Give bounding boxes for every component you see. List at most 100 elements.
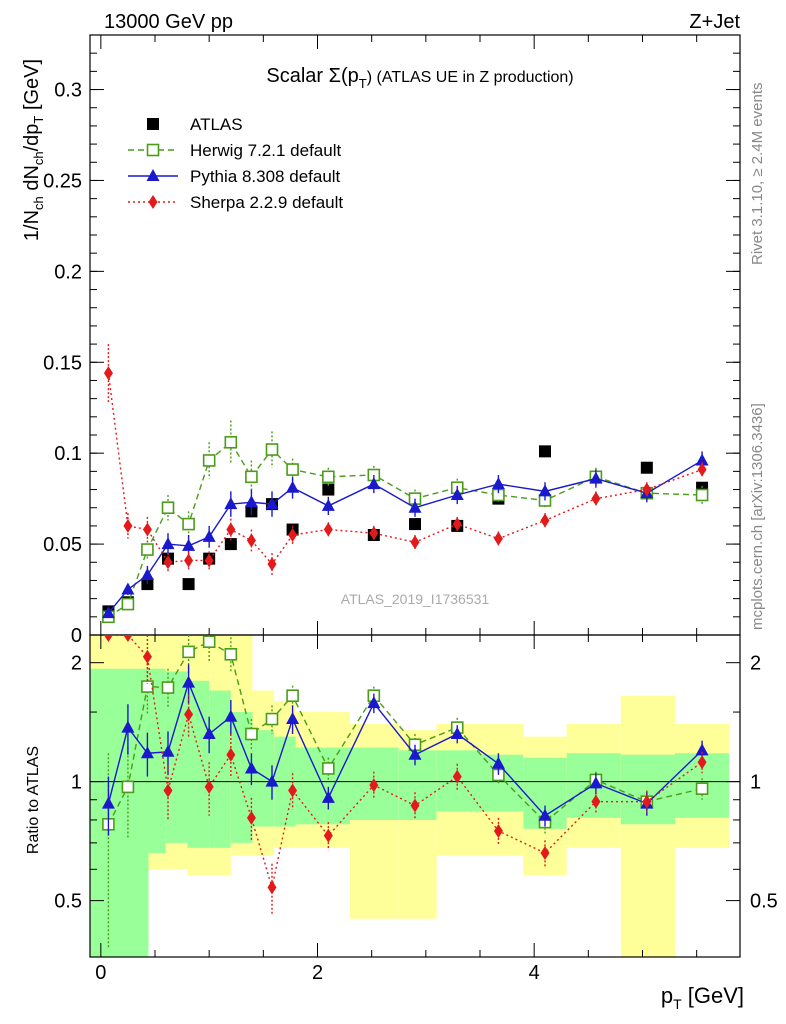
sherpa-point: [323, 522, 333, 537]
ratio-sherpa-point: [123, 635, 133, 642]
ratio-axes: 0 2 4 0.5 0.5 1 1 2 2: [54, 634, 778, 984]
legend-entry: Sherpa 2.2.9 default: [128, 193, 343, 212]
ratio-pythia-point: [182, 675, 196, 688]
legend-entry: ATLAS: [147, 115, 243, 134]
ratio-pythia-point: [140, 746, 154, 759]
sherpa-point: [123, 518, 133, 533]
y-tick-label: 0.05: [43, 534, 82, 556]
ratio-band-inner: [165, 671, 188, 843]
pythia-point: [321, 498, 335, 511]
ratio-sherpa-point: [163, 783, 173, 798]
ratio-pythia-point: [161, 744, 175, 757]
ratio-pythia-point: [224, 709, 238, 722]
ratio-band-inner: [209, 690, 231, 848]
ratio-y-tick-label-right: 2: [750, 653, 761, 675]
ratio-herwig-point: [322, 762, 335, 775]
pythia-point: [589, 471, 603, 484]
herwig-point: [141, 543, 154, 556]
pythia-point: [450, 488, 464, 500]
atlas-point: [640, 461, 653, 474]
herwig-point: [265, 443, 279, 456]
sherpa-series: [103, 344, 707, 575]
sherpa-point: [163, 555, 173, 570]
pythia-point: [101, 606, 115, 619]
y-tick-label: 0.3: [54, 80, 82, 102]
x-tick-label: 4: [529, 962, 540, 984]
sherpa-point: [410, 535, 420, 550]
ratio-band-inner: [620, 754, 675, 825]
ratio-sherpa-point: [410, 798, 420, 813]
pythia-point: [265, 497, 279, 510]
pythia-point: [244, 495, 258, 508]
x-tick-label: 0: [95, 962, 106, 984]
pythia-point: [695, 453, 709, 466]
main-ylabel: 1/Nch dNch/dpT [GeV]: [21, 59, 46, 241]
main-series: [101, 344, 709, 624]
ratio-sherpa-point: [184, 707, 194, 722]
y-tick-label: 0: [71, 625, 82, 647]
pythia-point: [224, 497, 238, 510]
pythia-point: [286, 480, 300, 493]
ratio-series: [101, 635, 709, 948]
legend-marker: [148, 195, 158, 209]
ratio-band-inner: [129, 668, 149, 957]
ratio-band-inner: [252, 730, 275, 827]
ratio-herwig-point: [182, 645, 195, 659]
ratio-sherpa-point: [323, 828, 333, 843]
sherpa-point: [540, 513, 550, 528]
legend-marker: [147, 118, 159, 130]
ratio-y-tick-label: 0.5: [54, 891, 82, 913]
ratio-pythia-point: [321, 790, 335, 803]
legend-marker: [146, 143, 160, 157]
ratio-y-tick-label-right: 0.5: [750, 891, 778, 913]
analysis-watermark: ATLAS_2019_I1736531: [341, 591, 490, 607]
ratio-pythia-point: [202, 726, 216, 739]
ratio-sherpa-point: [697, 755, 707, 770]
sherpa-point: [267, 557, 277, 572]
ratio-pythia-point: [589, 776, 603, 789]
y-tick-label: 0.15: [43, 352, 82, 374]
sherpa-point: [204, 553, 214, 568]
herwig-point: [182, 517, 195, 531]
legend-entry: Pythia 8.308 default: [128, 167, 341, 186]
atlas-point: [182, 578, 195, 591]
ratio-pythia-point: [101, 796, 115, 809]
ratio-sherpa-point: [288, 783, 298, 798]
ratio-herwig-point: [161, 681, 175, 694]
herwig-point: [322, 470, 335, 484]
legend-entry: Herwig 7.2.1 default: [128, 141, 341, 160]
legend-label: Sherpa 2.2.9 default: [190, 193, 343, 212]
ratio-pythia-point: [367, 696, 381, 709]
ratio-plot-frame: [89, 634, 741, 958]
pythia-point: [538, 484, 552, 497]
y-tick-label: 0.1: [54, 443, 82, 465]
sherpa-point: [246, 533, 256, 548]
ratio-ylabel: Ratio to ATLAS: [25, 746, 42, 854]
legend-label: Herwig 7.2.1 default: [190, 141, 341, 160]
sherpa-point: [591, 491, 601, 506]
herwig-point: [121, 597, 135, 611]
y-tick-label: 0.25: [43, 170, 82, 192]
ratio-sherpa-point: [246, 810, 256, 825]
herwig-point: [245, 470, 258, 484]
ratio-y-tick-label: 1: [71, 772, 82, 794]
herwig-point: [224, 435, 238, 449]
ratio-herwig-point: [245, 727, 258, 741]
herwig-point: [202, 454, 216, 467]
legend-label: Pythia 8.308 default: [190, 167, 341, 186]
atlas-point: [409, 518, 421, 531]
atlas-point: [539, 445, 551, 458]
ratio-herwig-point: [121, 780, 135, 794]
ratio-sherpa-point: [142, 649, 152, 664]
sherpa-point: [642, 482, 652, 497]
pythia-point: [161, 537, 175, 550]
ratio-band-inner: [90, 668, 129, 957]
ratio-herwig-point: [141, 680, 154, 693]
ratio-band-outer: [620, 695, 675, 957]
ratio-pythia-point: [244, 761, 258, 774]
ratio-sherpa-series: [103, 635, 707, 915]
rivet-label: Rivet 3.1.10, ≥ 2.4M events: [749, 83, 766, 266]
svg-text:1/Nch dNch/dpT [GeV]: 1/Nch dNch/dpT [GeV]: [21, 59, 46, 241]
pythia-point: [367, 477, 381, 490]
